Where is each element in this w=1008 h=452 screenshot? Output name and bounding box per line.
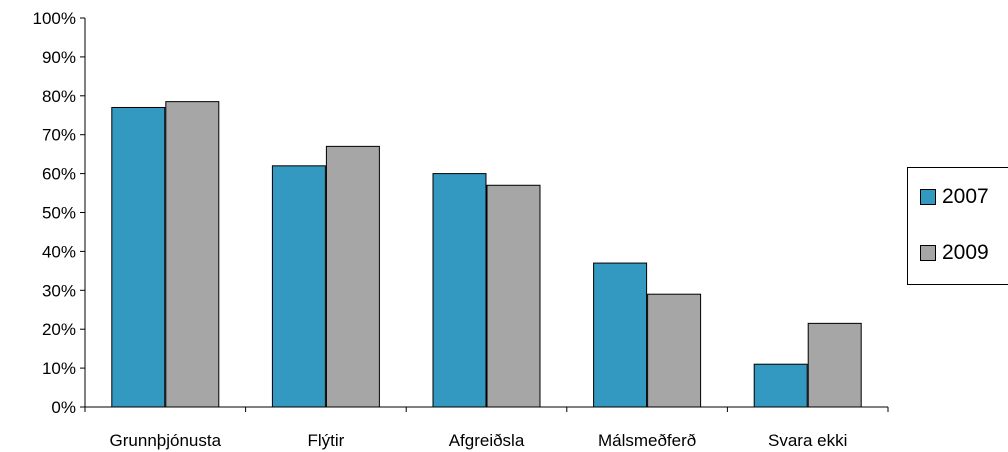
bar-2009-2 xyxy=(325,145,380,408)
bar-2009-1 xyxy=(165,101,220,408)
y-tick-label: 30% xyxy=(42,281,76,300)
y-tick-label: 90% xyxy=(42,48,76,67)
legend: 2007 2009 xyxy=(907,167,1008,285)
legend-label-2009: 2009 xyxy=(942,241,989,264)
bar-2007-2 xyxy=(271,165,326,408)
bar-2007-1 xyxy=(111,106,166,408)
x-tick-label: Grunnþjónusta xyxy=(110,431,222,450)
legend-swatch-2009 xyxy=(920,245,936,261)
x-tick-label: Flýtir xyxy=(307,431,344,450)
y-tick-label: 20% xyxy=(42,320,76,339)
legend-item-2007: 2007 xyxy=(920,185,989,209)
y-tick-label: 50% xyxy=(42,204,76,223)
y-tick-label: 40% xyxy=(42,242,76,261)
bar-2009-3 xyxy=(486,184,541,408)
y-tick-label: 70% xyxy=(42,126,76,145)
x-tick-label: Málsmeðferð xyxy=(598,431,696,450)
y-tick-label: 60% xyxy=(42,165,76,184)
bar-2007-4 xyxy=(593,262,648,408)
y-tick-label: 0% xyxy=(51,398,76,417)
x-tick-label: Svara ekki xyxy=(768,431,847,450)
legend-label-2007: 2007 xyxy=(942,185,989,208)
legend-item-2009: 2009 xyxy=(920,241,989,265)
bar-2007-5 xyxy=(753,363,808,408)
x-tick-label: Afgreiðsla xyxy=(449,431,525,450)
bar-2007-3 xyxy=(432,173,487,408)
bar-2009-5 xyxy=(807,322,862,408)
legend-swatch-2007 xyxy=(920,189,936,205)
y-tick-label: 10% xyxy=(42,359,76,378)
y-tick-label: 100% xyxy=(33,9,76,28)
y-tick-label: 80% xyxy=(42,87,76,106)
bar-2009-4 xyxy=(647,293,702,408)
